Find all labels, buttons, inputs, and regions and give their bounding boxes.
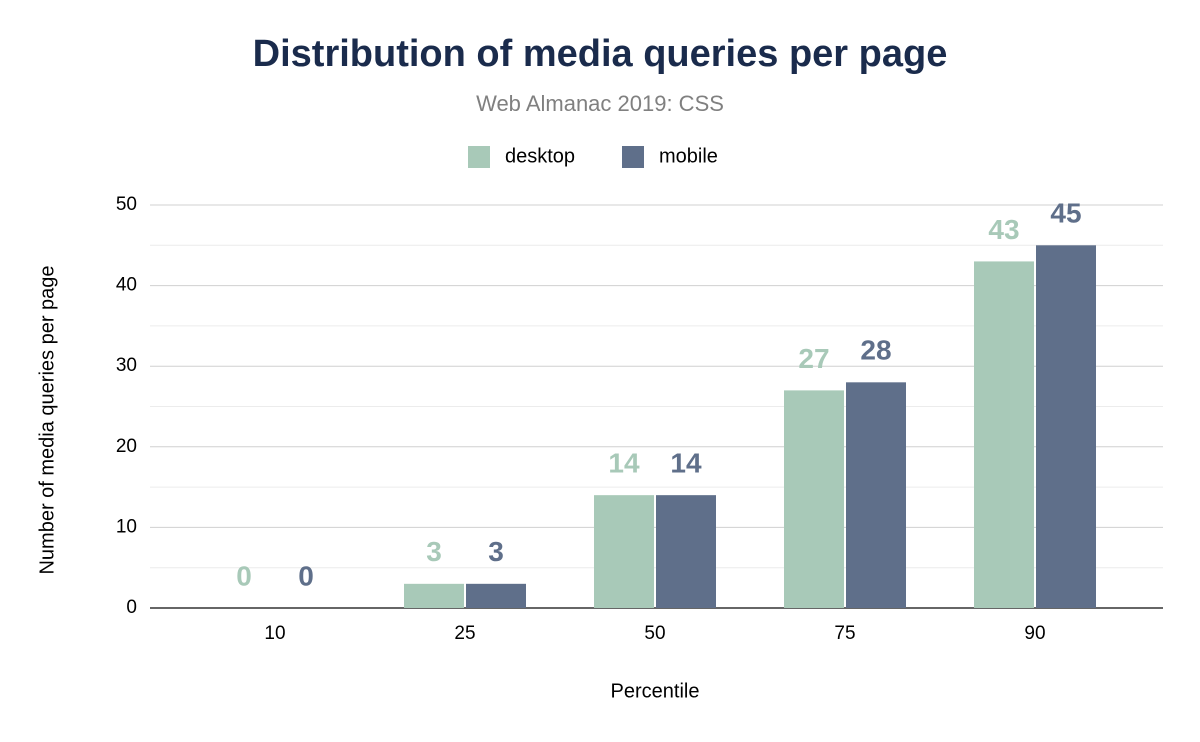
- x-axis-title: Percentile: [611, 680, 700, 702]
- y-tick-label: 10: [116, 516, 137, 537]
- x-tick-label: 50: [644, 623, 665, 644]
- legend-swatch: [622, 146, 644, 168]
- value-label: 45: [1050, 198, 1081, 229]
- y-tick-label: 50: [116, 194, 137, 215]
- value-label: 0: [236, 560, 252, 591]
- x-tick-label: 10: [264, 623, 285, 644]
- bar: [846, 382, 906, 608]
- y-tick-label: 20: [116, 436, 137, 457]
- bar: [594, 495, 654, 608]
- x-tick-label: 75: [834, 623, 855, 644]
- value-label: 3: [426, 536, 442, 567]
- value-label: 3: [488, 536, 504, 567]
- y-axis-title: Number of media queries per page: [36, 265, 58, 574]
- bar: [1036, 245, 1096, 609]
- chart-title: Distribution of media queries per page: [253, 33, 948, 75]
- legend-label: mobile: [659, 145, 718, 167]
- value-label: 14: [670, 448, 702, 479]
- value-label: 43: [988, 214, 1019, 245]
- y-tick-label: 30: [116, 355, 137, 376]
- bar: [656, 495, 716, 608]
- bar: [784, 390, 844, 608]
- bar: [466, 583, 526, 608]
- value-label: 27: [798, 343, 829, 374]
- y-tick-label: 0: [126, 597, 137, 618]
- value-label: 28: [860, 335, 891, 366]
- legend-swatch: [468, 146, 490, 168]
- value-label: 14: [608, 448, 640, 479]
- x-tick-label: 90: [1024, 623, 1045, 644]
- chart-subtitle: Web Almanac 2019: CSS: [476, 91, 724, 116]
- y-tick-label: 40: [116, 275, 137, 296]
- x-tick-label: 25: [454, 623, 475, 644]
- bar: [974, 261, 1034, 608]
- value-label: 0: [298, 560, 314, 591]
- legend-label: desktop: [505, 145, 575, 167]
- bar: [404, 583, 464, 608]
